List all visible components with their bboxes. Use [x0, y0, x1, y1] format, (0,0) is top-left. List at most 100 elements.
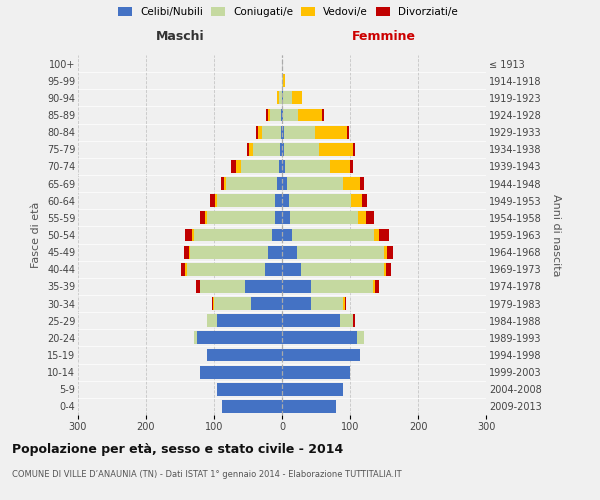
Bar: [251, 297, 282, 310]
Bar: [207, 212, 275, 224]
Bar: [272, 228, 282, 241]
Bar: [287, 177, 343, 190]
Bar: [282, 143, 284, 156]
Bar: [282, 177, 287, 190]
Bar: [282, 383, 343, 396]
Bar: [374, 228, 379, 241]
Bar: [262, 126, 281, 138]
Bar: [207, 348, 282, 362]
Bar: [311, 297, 343, 310]
Bar: [282, 108, 283, 122]
Bar: [181, 263, 185, 276]
Bar: [247, 143, 250, 156]
Bar: [282, 212, 290, 224]
Bar: [282, 332, 357, 344]
Bar: [357, 332, 364, 344]
Bar: [290, 212, 358, 224]
Y-axis label: Fasce di età: Fasce di età: [31, 202, 41, 268]
Bar: [344, 297, 346, 310]
Bar: [367, 212, 374, 224]
Bar: [319, 143, 353, 156]
Bar: [282, 194, 289, 207]
Bar: [282, 314, 340, 327]
Bar: [353, 143, 355, 156]
Bar: [187, 263, 265, 276]
Bar: [373, 280, 375, 293]
Bar: [283, 108, 298, 122]
Bar: [217, 314, 282, 327]
Bar: [184, 246, 189, 258]
Bar: [210, 194, 215, 207]
Bar: [266, 108, 268, 122]
Bar: [282, 348, 360, 362]
Bar: [241, 160, 278, 173]
Bar: [281, 126, 282, 138]
Bar: [384, 263, 386, 276]
Bar: [282, 126, 284, 138]
Bar: [206, 314, 207, 327]
Bar: [311, 280, 373, 293]
Bar: [282, 160, 286, 173]
Text: Femmine: Femmine: [352, 30, 416, 43]
Bar: [194, 228, 272, 241]
Bar: [292, 228, 374, 241]
Bar: [282, 280, 311, 293]
Y-axis label: Anni di nascita: Anni di nascita: [551, 194, 561, 276]
Bar: [196, 280, 200, 293]
Bar: [362, 194, 367, 207]
Bar: [197, 332, 282, 344]
Bar: [258, 126, 262, 138]
Bar: [350, 160, 353, 173]
Text: COMUNE DI VILLE D’ANAUNIA (TN) - Dati ISTAT 1° gennaio 2014 - Elaborazione TUTTI: COMUNE DI VILLE D’ANAUNIA (TN) - Dati IS…: [12, 470, 401, 479]
Bar: [200, 212, 205, 224]
Bar: [353, 314, 355, 327]
Bar: [185, 263, 187, 276]
Bar: [190, 246, 268, 258]
Bar: [281, 108, 282, 122]
Bar: [286, 160, 329, 173]
Bar: [194, 332, 197, 344]
Bar: [271, 108, 281, 122]
Bar: [282, 246, 297, 258]
Bar: [265, 263, 282, 276]
Bar: [222, 400, 282, 413]
Text: Maschi: Maschi: [155, 30, 205, 43]
Bar: [221, 177, 224, 190]
Text: Popolazione per età, sesso e stato civile - 2014: Popolazione per età, sesso e stato civil…: [12, 442, 343, 456]
Bar: [189, 246, 190, 258]
Bar: [360, 177, 364, 190]
Bar: [224, 177, 226, 190]
Bar: [217, 383, 282, 396]
Bar: [375, 280, 379, 293]
Bar: [284, 126, 314, 138]
Bar: [282, 263, 301, 276]
Bar: [384, 246, 388, 258]
Bar: [340, 314, 353, 327]
Bar: [282, 297, 311, 310]
Bar: [215, 194, 217, 207]
Bar: [277, 92, 278, 104]
Bar: [283, 74, 285, 87]
Bar: [256, 126, 258, 138]
Bar: [250, 143, 253, 156]
Bar: [231, 160, 236, 173]
Bar: [282, 366, 350, 378]
Bar: [282, 400, 337, 413]
Bar: [301, 263, 384, 276]
Bar: [282, 74, 283, 87]
Bar: [322, 108, 324, 122]
Bar: [284, 143, 319, 156]
Bar: [280, 143, 282, 156]
Bar: [214, 297, 251, 310]
Bar: [347, 126, 349, 138]
Bar: [207, 314, 217, 327]
Bar: [253, 143, 280, 156]
Bar: [192, 228, 194, 241]
Bar: [298, 108, 322, 122]
Bar: [200, 280, 245, 293]
Bar: [275, 212, 282, 224]
Bar: [297, 246, 384, 258]
Bar: [343, 177, 360, 190]
Bar: [329, 160, 350, 173]
Bar: [236, 160, 241, 173]
